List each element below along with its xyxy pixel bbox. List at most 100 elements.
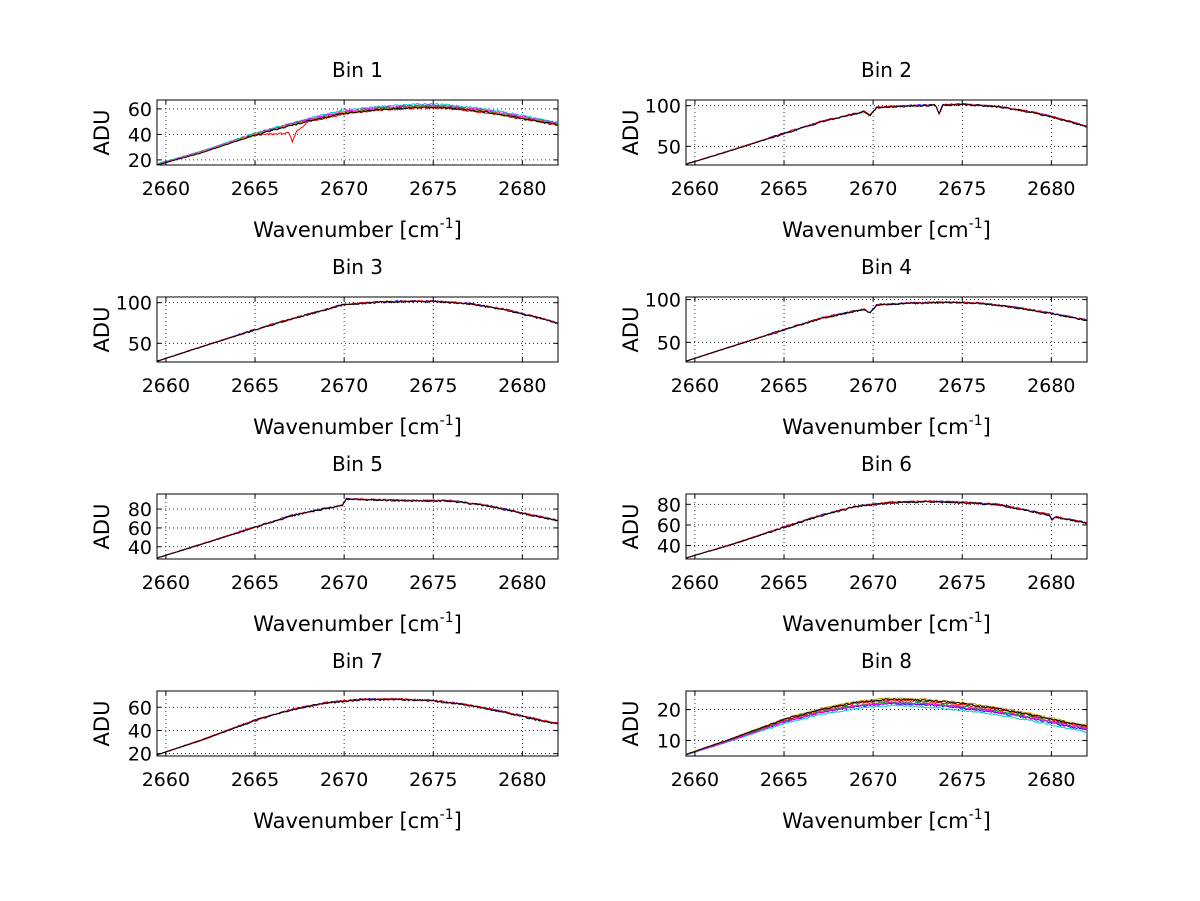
plot-area [156,690,559,757]
y-axis-label: ADU [619,504,643,550]
y-tick-label: 20 [657,700,681,722]
x-tick-label: 2675 [938,375,986,397]
y-axis-label: ADU [619,701,643,747]
y-tick-label: 80 [657,494,681,516]
x-axis-label: Wavenumber [cm-1] [782,216,991,242]
x-axis-label: Wavenumber [cm-1] [782,413,991,439]
subplot-title: Bin 5 [332,452,383,476]
x-tick-label: 2680 [1027,375,1075,397]
subplot-title: Bin 4 [861,255,912,279]
subplot-title: Bin 6 [861,452,912,476]
x-tick-label: 2660 [142,178,190,200]
x-tick-label: 2675 [409,178,457,200]
y-tick-label: 60 [128,99,152,121]
y-axis-label: ADU [90,110,114,156]
x-tick-label: 2660 [142,769,190,791]
y-tick-label: 40 [128,124,152,146]
y-tick-label: 100 [645,290,681,312]
x-tick-label: 2680 [498,572,546,594]
x-axis-label: Wavenumber [cm-1] [253,807,462,833]
plot-area [685,296,1088,363]
x-tick-label: 2665 [231,178,279,200]
series-line [685,704,1088,756]
subplot-title: Bin 3 [332,255,383,279]
y-tick-label: 50 [657,332,681,354]
x-tick-label: 2660 [671,572,719,594]
x-axis-label: Wavenumber [cm-1] [782,610,991,636]
x-tick-label: 2660 [142,375,190,397]
y-axis-label: ADU [619,110,643,156]
series-line [685,701,1088,755]
y-tick-label: 40 [657,536,681,558]
series-line [156,698,559,756]
x-tick-label: 2665 [760,572,808,594]
y-axis-label: ADU [90,701,114,747]
subplot-1: 2660 2665 2670 2675 2680 20 40 60 Bin 1 Wavenumbe… [90,58,559,242]
x-tick-label: 2675 [938,769,986,791]
x-tick-label: 2670 [849,572,897,594]
x-axis-label: Wavenumber [cm-1] [253,610,462,636]
x-tick-label: 2670 [849,769,897,791]
series-line [156,106,559,166]
subplot-title: Bin 2 [861,58,912,82]
series-line [685,701,1088,756]
x-axis-label: Wavenumber [cm-1] [253,413,462,439]
x-tick-label: 2670 [320,769,368,791]
x-tick-label: 2675 [409,769,457,791]
series-line [685,697,1088,755]
y-tick-label: 20 [128,744,152,766]
y-axis-label: ADU [90,504,114,550]
subplot-title: Bin 8 [861,649,912,673]
y-tick-label: 100 [645,96,681,118]
y-tick-label: 40 [128,537,152,559]
x-axis-label: Wavenumber [cm-1] [782,807,991,833]
series-line [685,103,1088,165]
series-line [685,301,1088,362]
x-tick-label: 2680 [498,178,546,200]
x-tick-label: 2675 [938,572,986,594]
series-line [156,498,559,559]
y-tick-label: 10 [657,731,681,753]
subplot-4: 2660 2665 2670 2675 2680 50 100 Bin 4 Wavenumber… [619,255,1088,439]
y-tick-label: 20 [128,150,152,172]
y-axis-label: ADU [90,307,114,353]
x-tick-label: 2675 [938,178,986,200]
x-tick-label: 2680 [1027,178,1075,200]
y-tick-label: 50 [128,333,152,355]
series-line [685,500,1088,559]
y-tick-label: 80 [128,499,152,521]
series-line [156,300,559,362]
x-tick-label: 2680 [498,375,546,397]
subplot-3: 2660 2665 2670 2675 2680 50 100 Bin 3 Wavenumber… [90,255,559,439]
x-tick-label: 2660 [671,178,719,200]
plot-area [685,99,1088,166]
x-tick-label: 2670 [320,178,368,200]
x-tick-label: 2660 [671,769,719,791]
x-tick-label: 2665 [760,769,808,791]
y-tick-label: 60 [657,515,681,537]
x-tick-label: 2670 [849,375,897,397]
y-tick-label: 50 [657,136,681,158]
y-tick-label: 60 [128,697,152,719]
x-tick-label: 2680 [1027,572,1075,594]
plot-area [156,296,559,363]
x-tick-label: 2670 [320,572,368,594]
x-axis-label: Wavenumber [cm-1] [253,216,462,242]
x-tick-label: 2665 [231,572,279,594]
x-tick-label: 2665 [760,178,808,200]
subplot-title: Bin 1 [332,58,383,82]
y-tick-label: 60 [128,518,152,540]
x-tick-label: 2675 [409,572,457,594]
x-tick-label: 2670 [320,375,368,397]
x-tick-label: 2660 [671,375,719,397]
subplot-title: Bin 7 [332,649,383,673]
y-tick-label: 100 [116,293,152,315]
x-tick-label: 2660 [142,572,190,594]
plot-area [685,493,1088,560]
plot-area [156,493,559,560]
x-tick-label: 2665 [231,375,279,397]
